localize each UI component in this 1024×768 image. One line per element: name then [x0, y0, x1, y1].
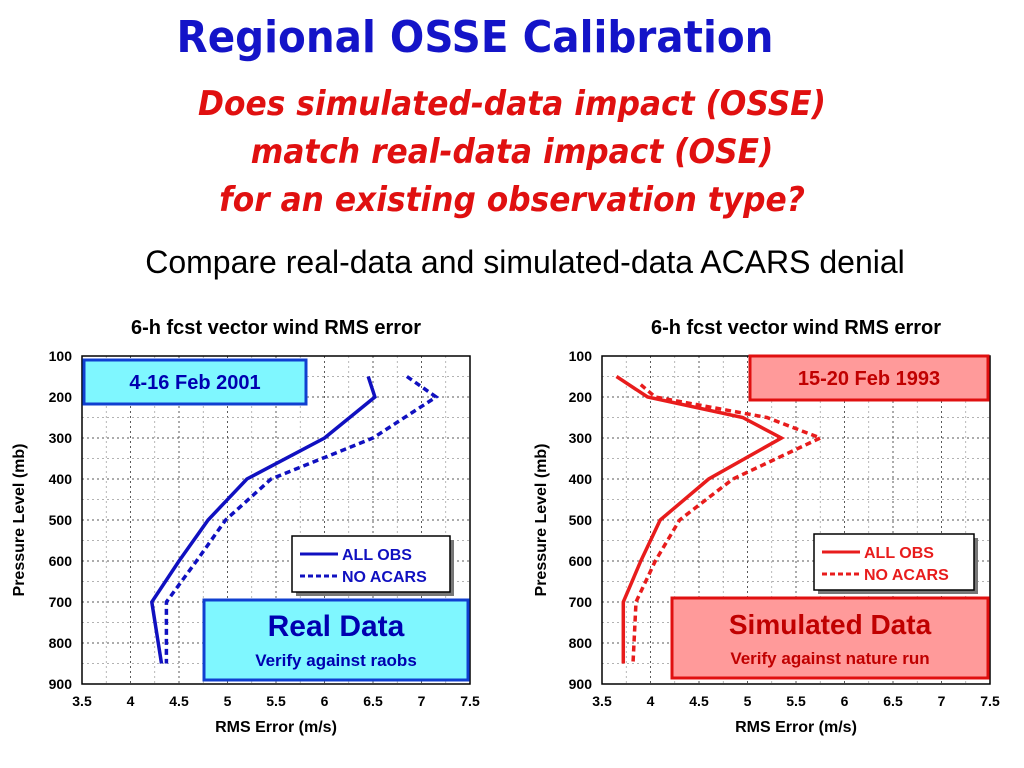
y-axis-label: Pressure Level (mb): [533, 444, 550, 597]
date-label: 15-20 Feb 1993: [798, 368, 940, 390]
legend-entry: NO ACARS: [342, 569, 427, 586]
x-tick-label: 6.5: [883, 693, 903, 709]
question-line-3: for an existing observation type?: [219, 180, 805, 220]
y-tick-label: 300: [569, 430, 593, 446]
y-tick-label: 700: [49, 594, 73, 610]
series-group: [149, 375, 440, 664]
badge-subtitle: Verify against nature run: [730, 649, 929, 668]
plot-frame: [81, 355, 471, 685]
x-tick-label: 7: [418, 693, 426, 709]
legend-entry: ALL OBS: [342, 547, 412, 564]
x-axis-label: RMS Error (m/s): [735, 719, 857, 736]
legend-entry: ALL OBS: [864, 545, 934, 562]
y-tick-label: 400: [569, 471, 593, 487]
chart-title: 6-h fcst vector wind RMS error: [131, 317, 421, 339]
chart-title: 6-h fcst vector wind RMS error: [651, 317, 941, 339]
question-line-1: Does simulated-data impact (OSSE): [198, 84, 826, 124]
badge-box: [202, 598, 470, 682]
date-label: 4-16 Feb 2001: [129, 372, 260, 394]
y-tick-label: 200: [569, 389, 593, 405]
y-axis-label: Pressure Level (mb): [11, 444, 28, 597]
x-tick-label: 5.5: [266, 693, 286, 709]
y-tick-label: 400: [49, 471, 73, 487]
x-tick-label: 7: [938, 693, 946, 709]
badge-box: [670, 596, 990, 680]
y-tick-label: 700: [569, 594, 593, 610]
date-box: [748, 354, 990, 402]
x-axis-label: RMS Error (m/s): [215, 719, 337, 736]
y-tick-label: 600: [49, 553, 73, 569]
x-tick-label: 4: [647, 693, 655, 709]
y-tick-label: 100: [569, 348, 593, 364]
x-tick-label: 5: [744, 693, 752, 709]
series-line-no-acars: [631, 383, 825, 664]
x-tick-label: 7.5: [460, 693, 480, 709]
legend-entry: NO ACARS: [864, 567, 949, 584]
legend-box: [813, 533, 975, 591]
y-tick-label: 200: [49, 389, 73, 405]
badge-title: Real Data: [268, 610, 405, 643]
right-chart: 6-h fcst vector wind RMS error 3.5 4 4.5 5 5.…: [533, 317, 1000, 736]
x-tick-label: 3.5: [592, 693, 612, 709]
badge-title: Simulated Data: [729, 609, 932, 640]
x-tick-label: 7.5: [980, 693, 1000, 709]
x-tick-label: 6.5: [363, 693, 383, 709]
x-tick-label: 6: [321, 693, 329, 709]
y-tick-label: 100: [49, 348, 73, 364]
left-chart: 6-h fcst vector wind RMS error 3.5 4 4.5 5 5.…: [11, 317, 480, 736]
series-line-all-obs: [615, 375, 786, 664]
y-tick-label: 900: [569, 676, 593, 692]
page-title: Regional OSSE Calibration: [176, 12, 774, 63]
x-tick-label: 6: [841, 693, 849, 709]
y-tick-label: 800: [569, 635, 593, 651]
y-tick-label: 500: [49, 512, 73, 528]
question-line-2: match real-data impact (OSE): [250, 132, 774, 172]
x-tick-label: 5: [224, 693, 232, 709]
x-tick-label: 3.5: [72, 693, 92, 709]
x-tick-label: 4: [127, 693, 135, 709]
y-tick-label: 900: [49, 676, 73, 692]
legend-box: [291, 535, 451, 593]
y-tick-label: 500: [569, 512, 593, 528]
x-tick-label: 5.5: [786, 693, 806, 709]
series-line-no-acars: [164, 375, 440, 664]
y-tick-label: 300: [49, 430, 73, 446]
x-tick-label: 4.5: [689, 693, 709, 709]
series-group: [615, 375, 825, 664]
series-line-all-obs: [149, 375, 377, 664]
y-tick-label: 600: [569, 553, 593, 569]
date-box: [82, 358, 308, 406]
subtitle: Compare real-data and simulated-data ACA…: [145, 244, 905, 280]
badge-subtitle: Verify against raobs: [255, 651, 417, 670]
y-tick-label: 800: [49, 635, 73, 651]
question-block: Does simulated-data impact (OSSE) match …: [41, 80, 983, 224]
x-tick-label: 4.5: [169, 693, 189, 709]
